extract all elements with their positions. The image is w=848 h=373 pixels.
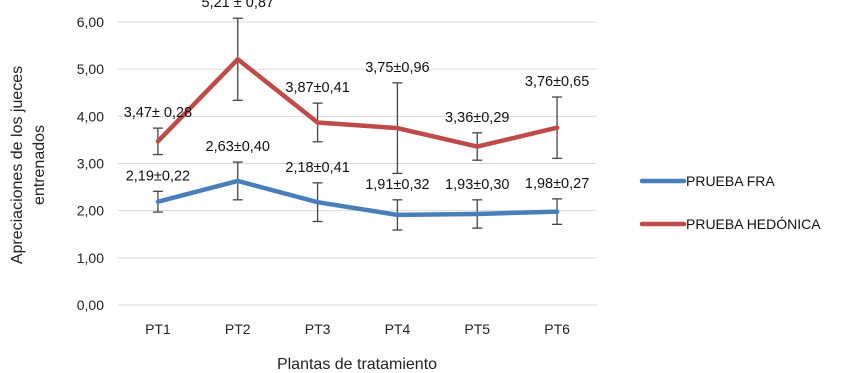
y-tick-label: 5,00: [77, 61, 104, 77]
x-tick-label: PT5: [464, 321, 490, 337]
legend-label: PRUEBA FRA: [686, 173, 775, 189]
x-tick-label: PT4: [385, 321, 411, 337]
x-tick-label: PT3: [305, 321, 331, 337]
legend: PRUEBA FRA PRUEBA HEDÓNICA: [639, 173, 821, 232]
data-label: 3,75±0,96: [365, 60, 429, 76]
y-tick-label: 3,00: [77, 156, 104, 172]
series-line: [155, 178, 560, 218]
y-tick-label: 1,00: [77, 250, 104, 266]
y-axis-title: Apreciaciones de los jueces entrenados: [9, 66, 48, 264]
y-tick-label: 4,00: [77, 108, 104, 124]
data-label: 1,93±0,30: [445, 177, 509, 193]
x-tick-label: PT6: [544, 321, 570, 337]
y-axis-ticks: 0,00 1,00 2,00 3,00 4,00 5,00 6,00: [77, 14, 104, 313]
y-axis-title-line-2: entrenados: [31, 125, 48, 205]
legend-item: PRUEBA HEDÓNICA: [639, 216, 821, 232]
x-axis-title: Plantas de tratamiento: [277, 356, 437, 373]
data-label: 2,63±0,40: [206, 139, 270, 155]
data-label: 3,36±0,29: [445, 110, 509, 126]
x-tick-label: PT2: [225, 321, 251, 337]
x-axis-ticks: PT1 PT2 PT3 PT4 PT5 PT6: [145, 321, 570, 337]
data-label: 1,91±0,32: [365, 177, 429, 193]
data-label: 2,19±0,22: [126, 168, 190, 184]
data-label: 3,47± 0,28: [124, 105, 192, 121]
data-label: 3,76±0,65: [525, 74, 589, 90]
y-tick-label: 0,00: [77, 297, 104, 313]
data-label: 1,98±0,27: [525, 176, 589, 192]
series-lines: [155, 57, 560, 218]
data-label: 2,18±0,41: [285, 160, 349, 176]
legend-label: PRUEBA HEDÓNICA: [686, 216, 821, 232]
legend-item: PRUEBA FRA: [639, 173, 775, 189]
data-label: 5,21 ± 0,87: [202, 0, 274, 11]
data-labels: 2,19±0,22 2,63±0,40 2,18±0,41 1,91±0,32 1,93…: [124, 0, 590, 193]
y-tick-label: 2,00: [77, 203, 104, 219]
y-tick-label: 6,00: [77, 14, 104, 30]
x-tick-label: PT1: [145, 321, 171, 337]
gridlines: [118, 21, 597, 306]
y-axis-title-line-1: Apreciaciones de los jueces: [9, 66, 26, 264]
data-label: 3,87±0,41: [285, 80, 349, 96]
series-line: [155, 57, 560, 149]
